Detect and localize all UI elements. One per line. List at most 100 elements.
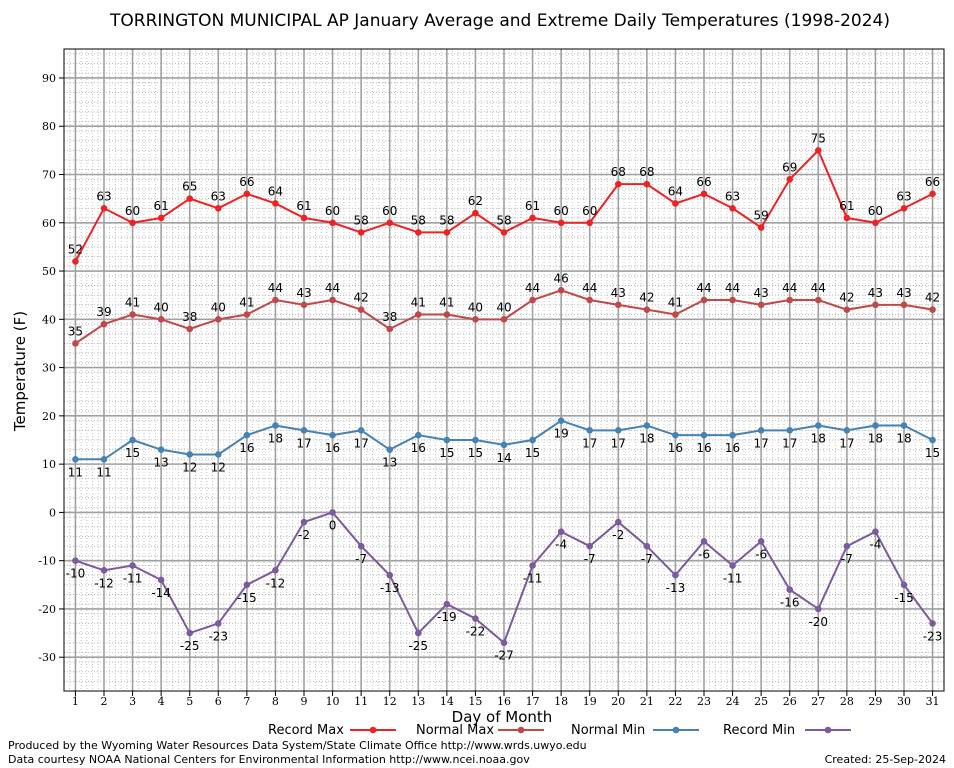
data-label: 64 [668,184,683,198]
data-point [129,562,136,569]
data-label: 60 [582,204,597,218]
data-label: 65 [182,180,197,194]
data-label: -7 [584,552,596,566]
data-point [529,436,536,444]
data-label: 13 [382,456,397,470]
data-point [586,427,594,434]
data-label: -15 [237,591,257,605]
data-point [357,306,365,313]
data-point [729,431,736,439]
data-label: -16 [780,596,800,610]
data-point [243,431,251,439]
data-label: 17 [296,436,311,450]
data-point [557,417,565,424]
data-label: 11 [96,465,111,479]
legend: Record Max Normal Max Normal Min Record Min [268,723,851,738]
data-point [443,436,451,444]
legend-item-record-min: Record Min [723,723,851,738]
data-point [700,190,708,198]
data-point [100,567,108,574]
x-tick-label: 14 [440,695,454,708]
x-tick-label: 25 [754,695,768,708]
data-label: 68 [639,165,654,179]
data-point [214,451,222,458]
data-point [386,325,394,333]
data-label: -6 [698,547,710,561]
y-axis-title: Temperature (F) [11,311,29,432]
data-point [786,296,794,304]
footer-courtesy: Data courtesy NOAA National Centers for … [8,753,530,766]
x-tick-label: 16 [497,695,511,708]
data-label: 66 [696,175,711,189]
legend-item-normal-max: Normal Max [416,723,544,738]
data-point [357,427,365,434]
data-label: 63 [96,189,111,203]
data-label: 17 [611,436,626,450]
data-point [729,296,736,304]
data-point [757,301,765,309]
data-label: -15 [894,591,914,605]
data-label: 44 [725,281,740,295]
y-tick-label: -20 [38,603,56,616]
data-label: -23 [208,629,228,643]
data-label: -7 [841,552,853,566]
data-label: 18 [868,432,883,446]
x-tick-label: 18 [554,695,568,708]
data-point [529,214,536,222]
data-label: 62 [468,194,483,208]
data-label: 61 [525,199,540,213]
data-point [843,427,851,434]
data-point [357,229,365,236]
legend-label: Record Min [723,723,795,738]
data-point [643,180,651,188]
data-label: -13 [666,581,686,595]
data-label: 16 [668,441,683,455]
x-tick-label: 30 [897,695,911,708]
data-label: 17 [582,436,597,450]
data-point [929,306,936,313]
data-point [443,600,451,608]
x-tick-label: 1 [72,695,79,708]
data-label: 43 [296,286,311,300]
data-label: 58 [354,213,369,227]
x-tick-label: 31 [926,695,940,708]
data-point [243,311,251,318]
data-point [414,431,422,439]
data-label: 44 [582,281,597,295]
y-tick-label: 80 [42,120,56,133]
x-tick-label: 17 [526,695,540,708]
data-point [672,431,679,439]
data-point [643,542,651,550]
data-point [586,542,594,550]
data-label: 40 [211,300,226,314]
y-tick-label: 50 [42,265,56,278]
data-label: 17 [782,436,797,450]
x-tick-label: 26 [783,695,797,708]
data-label: 15 [125,446,140,460]
x-tick-label: 21 [640,695,654,708]
data-label: -6 [755,547,767,561]
data-point [100,320,108,328]
data-label: 15 [439,446,454,460]
data-label: 35 [68,324,83,338]
data-label: -13 [380,581,400,595]
series-normal-max: 35 39 41 40 38 40 41 44 43 44 42 38 41 41 40 40 44 46 44 43… [68,271,940,347]
data-point [186,195,194,202]
data-label: -23 [923,629,943,643]
data-label: 18 [811,432,826,446]
data-label: -12 [266,576,286,590]
data-label: -19 [437,610,457,624]
data-label: 18 [268,432,283,446]
data-label: 68 [611,165,626,179]
data-label: 44 [696,281,711,295]
legend-swatch-marker [672,726,680,734]
y-tick-label: 90 [42,72,56,85]
data-point [186,451,194,458]
data-point [329,219,336,227]
data-point [386,571,394,579]
data-label: 63 [211,189,226,203]
data-point [243,190,251,198]
data-point [100,456,108,463]
data-point [872,422,879,429]
